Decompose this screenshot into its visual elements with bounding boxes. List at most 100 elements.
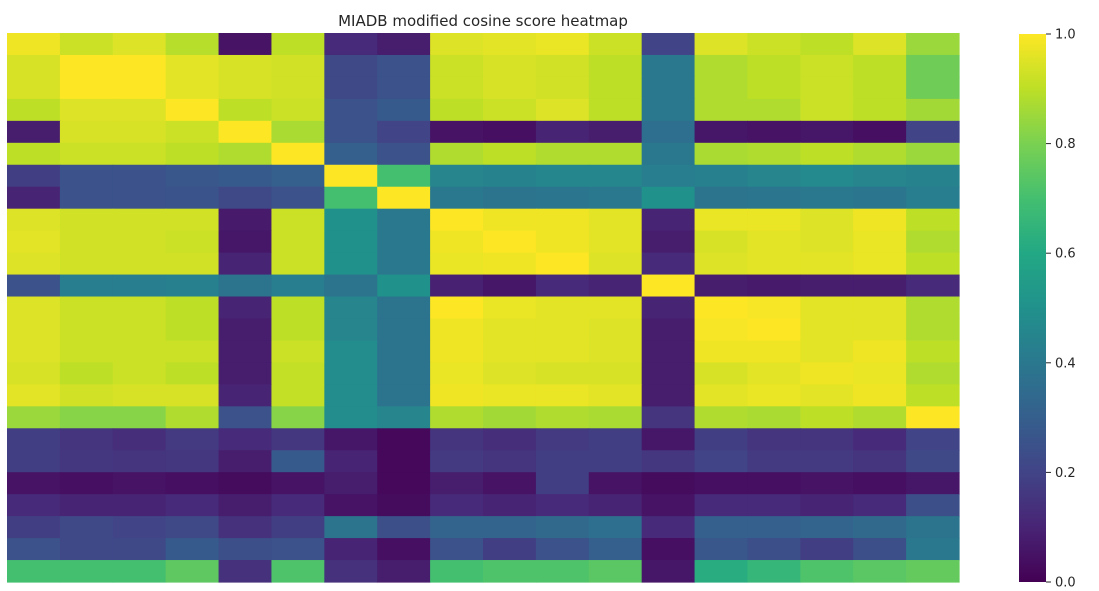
heatmap-cell-r16-c17 bbox=[906, 384, 960, 407]
heatmap-cell-r10-c10 bbox=[535, 252, 590, 276]
heatmap-cell-r11-c6 bbox=[324, 274, 378, 298]
heatmap-cell-r5-c9 bbox=[483, 142, 537, 166]
heatmap-cell-r2-c10 bbox=[535, 76, 590, 100]
heatmap-cell-r0-c16 bbox=[853, 33, 907, 56]
heatmap-cell-r10-c14 bbox=[747, 252, 801, 276]
heatmap-cell-r6-c11 bbox=[588, 164, 643, 188]
heatmap-cell-r12-c2 bbox=[112, 296, 167, 320]
heatmap-cell-r11-c2 bbox=[112, 274, 167, 298]
heatmap-cell-r5-c11 bbox=[588, 142, 643, 166]
heatmap-cell-r21-c13 bbox=[694, 494, 749, 517]
heatmap-cell-r1-c17 bbox=[906, 54, 960, 78]
heatmap-cell-r2-c9 bbox=[483, 76, 537, 100]
heatmap-cell-r8-c11 bbox=[588, 208, 643, 232]
heatmap-cell-r24-c11 bbox=[588, 560, 643, 583]
heatmap-cell-r16-c11 bbox=[588, 384, 643, 407]
heatmap-cell-r7-c14 bbox=[747, 186, 801, 210]
heatmap-cell-r22-c2 bbox=[112, 516, 167, 539]
heatmap-cell-r0-c5 bbox=[271, 33, 325, 56]
heatmap-cell-r16-c2 bbox=[112, 384, 167, 407]
heatmap-cell-r8-c17 bbox=[906, 208, 960, 232]
heatmap-cell-r6-c10 bbox=[535, 164, 590, 188]
heatmap-cell-r7-c8 bbox=[430, 186, 484, 210]
heatmap-cell-r20-c12 bbox=[641, 472, 696, 495]
heatmap-cell-r11-c16 bbox=[853, 274, 907, 298]
heatmap-cell-r18-c8 bbox=[430, 428, 484, 451]
heatmap-cell-r0-c17 bbox=[906, 33, 960, 56]
heatmap-cell-r14-c12 bbox=[641, 340, 696, 363]
heatmap-cell-r11-c17 bbox=[906, 274, 960, 298]
heatmap-cell-r6-c9 bbox=[483, 164, 537, 188]
heatmap-cell-r5-c3 bbox=[165, 142, 220, 166]
heatmap-cell-r11-c1 bbox=[59, 274, 114, 298]
heatmap-cell-r1-c10 bbox=[535, 54, 590, 78]
heatmap-cell-r24-c16 bbox=[853, 560, 907, 583]
heatmap-cell-r23-c3 bbox=[165, 538, 220, 561]
heatmap-cell-r14-c9 bbox=[483, 340, 537, 363]
heatmap-cell-r11-c8 bbox=[430, 274, 484, 298]
heatmap-cell-r10-c8 bbox=[430, 252, 484, 276]
heatmap-cell-r23-c13 bbox=[694, 538, 749, 561]
heatmap-cell-r3-c0 bbox=[7, 98, 61, 122]
heatmap-cell-r12-c5 bbox=[271, 296, 325, 320]
heatmap-cell-r2-c16 bbox=[853, 76, 907, 100]
heatmap-cell-r11-c13 bbox=[694, 274, 749, 298]
heatmap-cell-r23-c12 bbox=[641, 538, 696, 561]
heatmap-cell-r5-c6 bbox=[324, 142, 378, 166]
heatmap-cell-r17-c14 bbox=[747, 406, 801, 429]
heatmap-cell-r15-c1 bbox=[59, 362, 114, 385]
heatmap-cell-r0-c9 bbox=[483, 33, 537, 56]
heatmap-cell-r8-c0 bbox=[7, 208, 61, 232]
heatmap-cell-r22-c13 bbox=[694, 516, 749, 539]
heatmap-cell-r1-c14 bbox=[747, 54, 801, 78]
heatmap-cell-r4-c14 bbox=[747, 120, 801, 144]
heatmap-cell-r6-c12 bbox=[641, 164, 696, 188]
heatmap-cell-r0-c12 bbox=[641, 33, 696, 56]
heatmap-cell-r6-c1 bbox=[59, 164, 114, 188]
heatmap-cell-r17-c8 bbox=[430, 406, 484, 429]
heatmap-cell-r2-c4 bbox=[218, 76, 273, 100]
heatmap-cell-r18-c5 bbox=[271, 428, 325, 451]
heatmap-cell-r4-c2 bbox=[112, 120, 167, 144]
heatmap-cell-r19-c9 bbox=[483, 450, 537, 473]
heatmap-cell-r13-c17 bbox=[906, 318, 960, 342]
heatmap-cell-r5-c10 bbox=[535, 142, 590, 166]
heatmap-cell-r1-c4 bbox=[218, 54, 273, 78]
heatmap-cell-r12-c8 bbox=[430, 296, 484, 320]
heatmap-cell-r13-c8 bbox=[430, 318, 484, 342]
heatmap-cell-r21-c4 bbox=[218, 494, 273, 517]
heatmap-cell-r4-c13 bbox=[694, 120, 749, 144]
heatmap-cell-r18-c4 bbox=[218, 428, 273, 451]
heatmap-cell-r20-c0 bbox=[7, 472, 61, 495]
heatmap-cell-r2-c1 bbox=[59, 76, 114, 100]
heatmap-cell-r5-c4 bbox=[218, 142, 273, 166]
heatmap-cell-r15-c9 bbox=[483, 362, 537, 385]
heatmap-cell-r1-c2 bbox=[112, 54, 167, 78]
heatmap-cell-r3-c8 bbox=[430, 98, 484, 122]
heatmap-cell-r0-c15 bbox=[800, 33, 854, 56]
heatmap-cell-r21-c3 bbox=[165, 494, 220, 517]
heatmap-cell-r22-c6 bbox=[324, 516, 378, 539]
heatmap-cell-r19-c0 bbox=[7, 450, 61, 473]
heatmap-cell-r12-c13 bbox=[694, 296, 749, 320]
heatmap-cell-r6-c4 bbox=[218, 164, 273, 188]
heatmap-cell-r18-c3 bbox=[165, 428, 220, 451]
heatmap-cell-r2-c2 bbox=[112, 76, 167, 100]
heatmap-cell-r3-c10 bbox=[535, 98, 590, 122]
heatmap-cell-r18-c1 bbox=[59, 428, 114, 451]
heatmap-cell-r22-c5 bbox=[271, 516, 325, 539]
heatmap-cell-r7-c5 bbox=[271, 186, 325, 210]
heatmap-cell-r18-c2 bbox=[112, 428, 167, 451]
heatmap-cell-r13-c13 bbox=[694, 318, 749, 342]
heatmap-cell-r17-c17 bbox=[906, 406, 960, 429]
heatmap-cell-r15-c0 bbox=[7, 362, 61, 385]
heatmap-cell-r22-c16 bbox=[853, 516, 907, 539]
heatmap-cell-r3-c7 bbox=[377, 98, 431, 122]
heatmap-cell-r20-c15 bbox=[800, 472, 854, 495]
heatmap-cell-r12-c0 bbox=[7, 296, 61, 320]
heatmap-cell-r16-c5 bbox=[271, 384, 325, 407]
heatmap-cell-r11-c11 bbox=[588, 274, 643, 298]
heatmap-cell-r11-c3 bbox=[165, 274, 220, 298]
heatmap-cell-r11-c9 bbox=[483, 274, 537, 298]
